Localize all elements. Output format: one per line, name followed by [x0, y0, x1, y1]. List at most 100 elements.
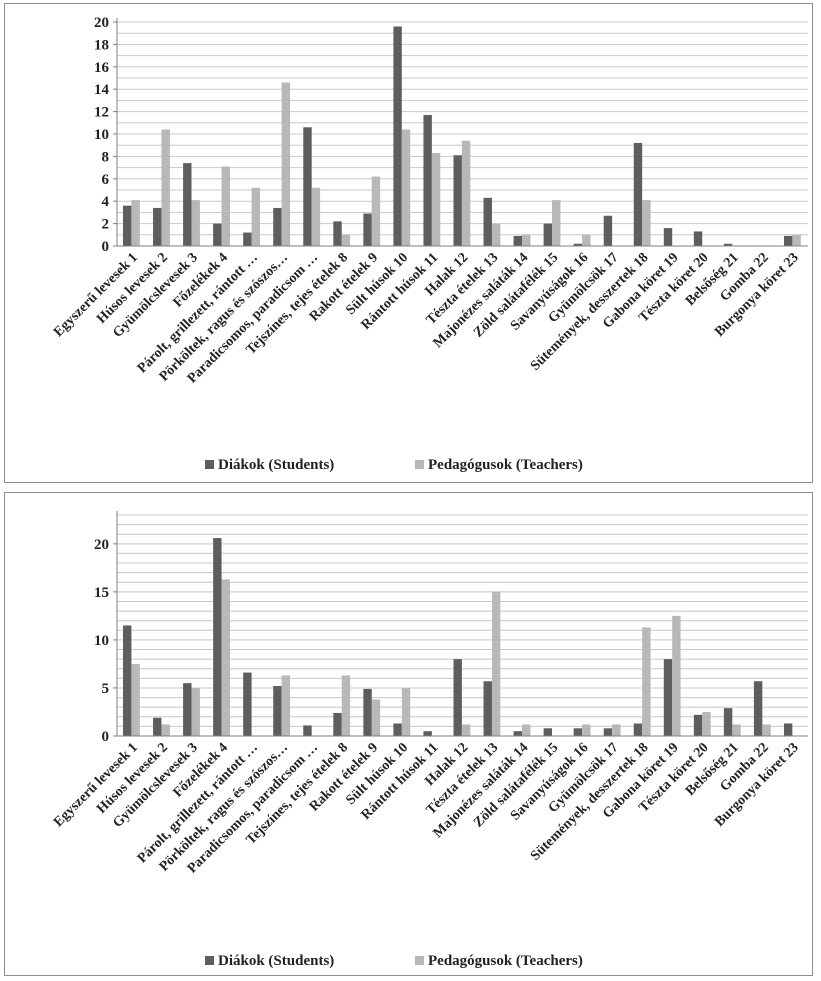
bar-teachers: [491, 591, 501, 736]
bar-teachers: [401, 129, 411, 246]
bar-students: [423, 114, 432, 247]
bar-students: [123, 205, 132, 246]
legend-label-teachers: Pedagógusok (Teachers): [428, 457, 583, 473]
legend-label-teachers: Pedagógusok (Teachers): [428, 953, 583, 969]
bar-teachers: [521, 234, 531, 246]
bar-students: [303, 127, 312, 246]
bar-teachers: [191, 200, 200, 246]
y-tick-label: 10: [94, 127, 109, 143]
bar-students: [663, 659, 673, 736]
y-tick-label: 15: [94, 585, 109, 601]
bar-students: [213, 223, 222, 246]
legend-label-students: Diákok (Students): [218, 953, 334, 969]
bar-teachers: [131, 663, 140, 736]
legend-swatch-students: [205, 956, 214, 965]
bar-teachers: [491, 223, 501, 246]
bar-teachers: [762, 724, 771, 736]
legend-swatch-students: [205, 460, 214, 469]
y-tick-label: 18: [94, 37, 109, 53]
y-tick-label: 0: [102, 239, 110, 255]
bar-students: [333, 221, 342, 246]
y-tick-label: 12: [94, 105, 109, 121]
bar-teachers: [461, 140, 471, 246]
bar-students: [183, 163, 192, 246]
bar-teachers: [582, 234, 591, 246]
bar-students: [783, 723, 793, 736]
bar-teachers: [341, 234, 351, 246]
y-tick-label: 20: [94, 537, 109, 553]
bar-teachers: [161, 129, 170, 246]
y-tick-label: 5: [102, 681, 110, 697]
bar-students: [153, 717, 162, 736]
y-tick-label: 2: [102, 217, 110, 233]
bar-students: [303, 725, 312, 736]
bar-teachers: [371, 699, 381, 736]
legend-swatch-teachers: [415, 956, 424, 965]
bar-teachers: [311, 187, 321, 246]
y-tick-label: 4: [102, 194, 110, 210]
bar-students: [723, 708, 733, 736]
bar-teachers: [642, 627, 651, 736]
bar-students: [633, 142, 643, 246]
bar-students: [243, 232, 252, 246]
y-tick-label: 10: [94, 633, 109, 649]
y-tick-label: 6: [102, 172, 110, 188]
bar-teachers: [732, 724, 741, 736]
bar-teachers: [341, 675, 351, 736]
bar-students: [753, 681, 763, 736]
bar-students: [333, 712, 342, 736]
bar-students: [243, 672, 252, 736]
bar-students: [513, 235, 522, 246]
bar-students: [573, 728, 583, 736]
bar-students: [453, 155, 462, 246]
y-tick-label: 20: [94, 15, 109, 31]
bar-students: [633, 723, 643, 736]
legend-label-students: Diákok (Students): [218, 457, 334, 473]
bar-students: [393, 723, 402, 736]
bar-teachers: [582, 724, 591, 736]
bar-students: [423, 731, 432, 736]
bar-teachers: [612, 724, 621, 736]
bar-students: [783, 235, 793, 246]
bar-students: [123, 625, 132, 736]
legend-swatch-teachers: [415, 460, 424, 469]
bar-students: [543, 223, 553, 246]
bar-students: [183, 683, 192, 736]
bar-teachers: [461, 724, 471, 736]
bar-teachers: [702, 711, 711, 736]
bar-teachers: [792, 234, 801, 246]
bar-students: [453, 659, 462, 736]
bar-teachers: [401, 687, 411, 736]
y-tick-label: 0: [102, 729, 110, 745]
bar-teachers: [251, 187, 261, 246]
bar-teachers: [371, 176, 381, 246]
bar-students: [213, 538, 222, 736]
y-tick-label: 8: [102, 149, 110, 165]
bar-students: [273, 207, 282, 246]
bar-teachers: [281, 675, 291, 736]
chart-panel-top: 0 2 4 6 8 10 12 14 16 18 20 Egyszerű levesek 1 Húsos…: [4, 3, 813, 483]
bar-teachers: [161, 724, 170, 736]
bar-students: [363, 688, 372, 736]
bar-teachers: [221, 579, 230, 736]
chart-panel-bottom: 0 5 10 15 20 Egyszerű levesek 1 Húsos levesek …: [4, 492, 813, 976]
bar-students: [273, 686, 282, 736]
bar-teachers: [431, 153, 441, 246]
bar-students: [693, 714, 703, 736]
bar-students: [483, 197, 492, 246]
bar-teachers: [281, 82, 291, 246]
bar-teachers: [221, 166, 230, 246]
bar-students: [723, 243, 733, 246]
bar-students: [513, 731, 522, 736]
bar-students: [663, 228, 673, 246]
bar-teachers: [672, 615, 681, 736]
y-tick-label: 14: [94, 82, 110, 98]
bar-students: [363, 213, 372, 246]
bar-students: [153, 207, 162, 246]
bar-students: [393, 26, 402, 247]
bar-students: [693, 231, 703, 246]
bar-students: [603, 728, 613, 736]
bar-teachers: [191, 687, 200, 736]
